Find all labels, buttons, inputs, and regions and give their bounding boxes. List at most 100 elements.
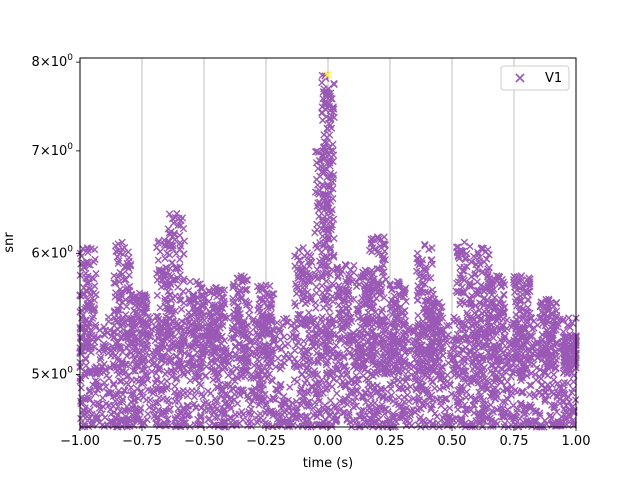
data-point bbox=[80, 290, 89, 298]
data-point bbox=[110, 333, 118, 341]
data-point bbox=[239, 415, 247, 424]
data-point bbox=[84, 272, 92, 280]
data-point bbox=[360, 414, 368, 422]
data-point bbox=[152, 385, 160, 393]
data-point bbox=[100, 422, 108, 430]
data-point bbox=[317, 352, 325, 360]
legend: V1 bbox=[500, 65, 570, 91]
data-point bbox=[89, 312, 98, 320]
data-point bbox=[254, 411, 262, 420]
data-point bbox=[297, 384, 306, 392]
y-tick-label: 5×100 bbox=[32, 365, 74, 382]
data-point bbox=[365, 246, 374, 255]
data-point bbox=[163, 382, 172, 391]
data-point bbox=[274, 388, 283, 397]
data-point bbox=[128, 291, 136, 299]
data-point bbox=[261, 409, 269, 417]
data-point bbox=[445, 380, 454, 388]
data-point bbox=[346, 397, 355, 406]
data-point bbox=[335, 397, 344, 406]
data-point bbox=[77, 292, 85, 300]
data-point bbox=[255, 376, 264, 384]
data-point bbox=[419, 416, 428, 425]
data-point bbox=[158, 407, 166, 416]
data-point bbox=[479, 356, 487, 364]
data-point bbox=[175, 391, 183, 399]
data-point bbox=[129, 330, 137, 339]
data-point bbox=[327, 406, 335, 414]
data-point bbox=[83, 409, 91, 417]
data-point bbox=[116, 268, 124, 277]
data-point bbox=[450, 355, 458, 363]
data-point bbox=[227, 366, 235, 374]
data-point bbox=[110, 279, 118, 287]
data-point bbox=[521, 409, 529, 418]
data-point bbox=[100, 360, 108, 368]
data-point bbox=[201, 372, 209, 380]
data-point bbox=[292, 341, 301, 349]
data-point bbox=[90, 306, 99, 314]
data-point bbox=[190, 400, 199, 408]
data-point bbox=[132, 361, 141, 369]
data-point bbox=[110, 379, 118, 388]
data-point bbox=[345, 349, 354, 357]
data-point bbox=[143, 337, 151, 345]
data-point bbox=[90, 275, 98, 283]
data-point bbox=[504, 405, 512, 414]
data-point bbox=[361, 418, 370, 427]
data-point bbox=[364, 376, 373, 384]
data-point bbox=[403, 384, 411, 393]
data-point bbox=[490, 378, 498, 386]
data-point bbox=[205, 422, 214, 430]
data-point bbox=[407, 421, 416, 430]
data-point bbox=[122, 275, 130, 284]
data-point bbox=[333, 403, 341, 411]
data-point bbox=[505, 364, 513, 372]
data-point bbox=[138, 296, 147, 305]
data-point bbox=[524, 295, 532, 304]
data-point bbox=[136, 404, 145, 412]
data-point bbox=[550, 370, 558, 379]
data-point bbox=[480, 410, 488, 419]
data-point bbox=[116, 344, 124, 352]
data-point bbox=[129, 320, 137, 328]
data-point bbox=[325, 380, 333, 389]
data-point bbox=[387, 391, 396, 399]
data-point bbox=[565, 314, 573, 322]
data-point bbox=[330, 374, 338, 383]
data-point bbox=[204, 406, 213, 415]
data-point bbox=[298, 422, 307, 430]
data-point bbox=[301, 379, 309, 387]
data-point bbox=[489, 361, 497, 369]
data-point bbox=[476, 374, 485, 382]
data-point bbox=[256, 398, 264, 406]
data-point bbox=[325, 304, 333, 313]
data-point bbox=[384, 367, 393, 376]
y-tick-label: 8×100 bbox=[32, 53, 74, 70]
data-point bbox=[130, 307, 138, 315]
data-point bbox=[92, 269, 100, 278]
data-point bbox=[166, 405, 174, 413]
data-point bbox=[83, 244, 92, 252]
data-point bbox=[453, 393, 461, 402]
data-point bbox=[197, 412, 205, 421]
data-point bbox=[369, 381, 377, 390]
data-point bbox=[274, 386, 282, 394]
data-point bbox=[99, 343, 107, 351]
data-point bbox=[538, 390, 547, 399]
data-point bbox=[232, 364, 241, 372]
data-point bbox=[117, 358, 125, 367]
data-point bbox=[83, 296, 92, 304]
data-point bbox=[502, 354, 510, 362]
data-point bbox=[177, 305, 186, 314]
data-point bbox=[280, 392, 288, 401]
data-point bbox=[532, 417, 541, 425]
data-point bbox=[462, 406, 470, 414]
data-point bbox=[184, 405, 192, 414]
data-point bbox=[502, 384, 511, 392]
data-point bbox=[277, 345, 286, 353]
data-point bbox=[281, 399, 290, 407]
data-point bbox=[399, 405, 407, 413]
data-point bbox=[521, 403, 530, 411]
data-point bbox=[227, 404, 235, 413]
